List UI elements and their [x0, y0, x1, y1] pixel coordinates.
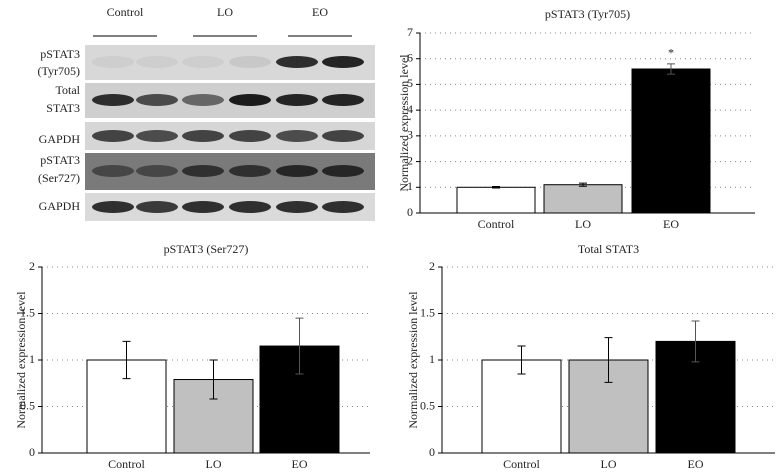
- blot-band: [322, 94, 364, 106]
- y-tick-label: 1.5: [20, 305, 35, 319]
- x-tick-label: EO: [292, 457, 308, 471]
- blot-band: [322, 56, 364, 68]
- significance-marker: *: [668, 46, 674, 60]
- blot-band: [229, 56, 271, 68]
- blot-row-label: (Tyr705): [38, 64, 80, 78]
- blot-band: [322, 201, 364, 213]
- blot-band: [136, 201, 178, 213]
- blot-band: [276, 94, 318, 106]
- blot-band: [229, 94, 271, 106]
- blot-band: [92, 94, 134, 106]
- chart-title: pSTAT3 (Ser727): [164, 242, 249, 256]
- chart-title: Total STAT3: [578, 242, 639, 256]
- blot-band: [276, 201, 318, 213]
- lane-group-label: Control: [107, 5, 144, 19]
- y-tick-label: 3: [407, 128, 413, 142]
- blot-row-label: GAPDH: [39, 199, 81, 213]
- bar: [456, 186, 536, 214]
- error-bar: [667, 63, 675, 75]
- blot-row-label: GAPDH: [39, 132, 81, 146]
- y-tick-label: 1: [429, 352, 435, 366]
- x-tick-label: EO: [688, 457, 704, 471]
- blot-band: [229, 130, 271, 142]
- bar: [481, 359, 562, 454]
- blot-band: [229, 165, 271, 177]
- blot-band: [136, 130, 178, 142]
- blot-row-label: pSTAT3: [40, 153, 80, 167]
- blot-band: [276, 130, 318, 142]
- blot-band: [136, 165, 178, 177]
- blot-band: [92, 56, 134, 68]
- y-tick-label: 4: [407, 102, 413, 116]
- blot-band: [322, 130, 364, 142]
- y-axis-label: Normalized expression level: [14, 291, 28, 429]
- y-axis-label: Normalized expression level: [397, 54, 411, 192]
- y-tick-label: 5: [407, 76, 413, 90]
- y-tick-label: 0: [429, 445, 435, 459]
- y-tick-label: 2: [407, 153, 413, 167]
- bar: [543, 184, 623, 214]
- bar: [631, 68, 711, 214]
- blot-band: [322, 165, 364, 177]
- x-tick-label: LO: [601, 457, 617, 471]
- blot-band: [182, 201, 224, 213]
- blot-band: [92, 165, 134, 177]
- y-tick-label: 0.5: [20, 398, 35, 412]
- blot-band: [92, 201, 134, 213]
- x-tick-label: LO: [575, 217, 591, 231]
- error-bar: [122, 340, 131, 380]
- y-tick-label: 1: [407, 179, 413, 193]
- lane-group-label: EO: [312, 5, 328, 19]
- error-bar: [517, 345, 526, 375]
- y-tick-label: 0.5: [420, 398, 435, 412]
- x-tick-label: Control: [108, 457, 145, 471]
- error-bar: [209, 359, 218, 400]
- y-tick-label: 0: [29, 445, 35, 459]
- blot-band: [182, 56, 224, 68]
- blot-row-label: pSTAT3: [40, 47, 80, 61]
- blot-band: [182, 130, 224, 142]
- y-tick-label: 1.5: [420, 305, 435, 319]
- x-tick-label: LO: [206, 457, 222, 471]
- x-tick-label: Control: [478, 217, 515, 231]
- chart-title: pSTAT3 (Tyr705): [545, 7, 630, 21]
- blot-row-label: STAT3: [46, 101, 80, 115]
- y-tick-label: 2: [429, 259, 435, 273]
- blot-band: [276, 56, 318, 68]
- blot-band: [229, 201, 271, 213]
- blot-band: [182, 165, 224, 177]
- blot-band: [136, 94, 178, 106]
- blot-row-label: Total: [56, 83, 81, 97]
- lane-group-label: LO: [217, 5, 233, 19]
- y-tick-label: 2: [29, 259, 35, 273]
- y-tick-label: 0: [407, 205, 413, 219]
- blot-band: [276, 165, 318, 177]
- error-bar: [604, 337, 613, 383]
- y-tick-label: 6: [407, 50, 413, 64]
- blot-row-label: (Ser727): [38, 171, 80, 185]
- blot-band: [182, 94, 224, 106]
- y-tick-label: 1: [29, 352, 35, 366]
- blot-band: [136, 56, 178, 68]
- x-tick-label: Control: [503, 457, 540, 471]
- error-bar: [295, 317, 304, 375]
- y-axis-label: Normalized expression level: [406, 291, 420, 429]
- error-bar: [691, 320, 700, 363]
- x-tick-label: EO: [663, 217, 679, 231]
- y-tick-label: 7: [407, 25, 413, 39]
- error-bar: [579, 182, 587, 187]
- error-bar: [492, 186, 500, 189]
- blot-band: [92, 130, 134, 142]
